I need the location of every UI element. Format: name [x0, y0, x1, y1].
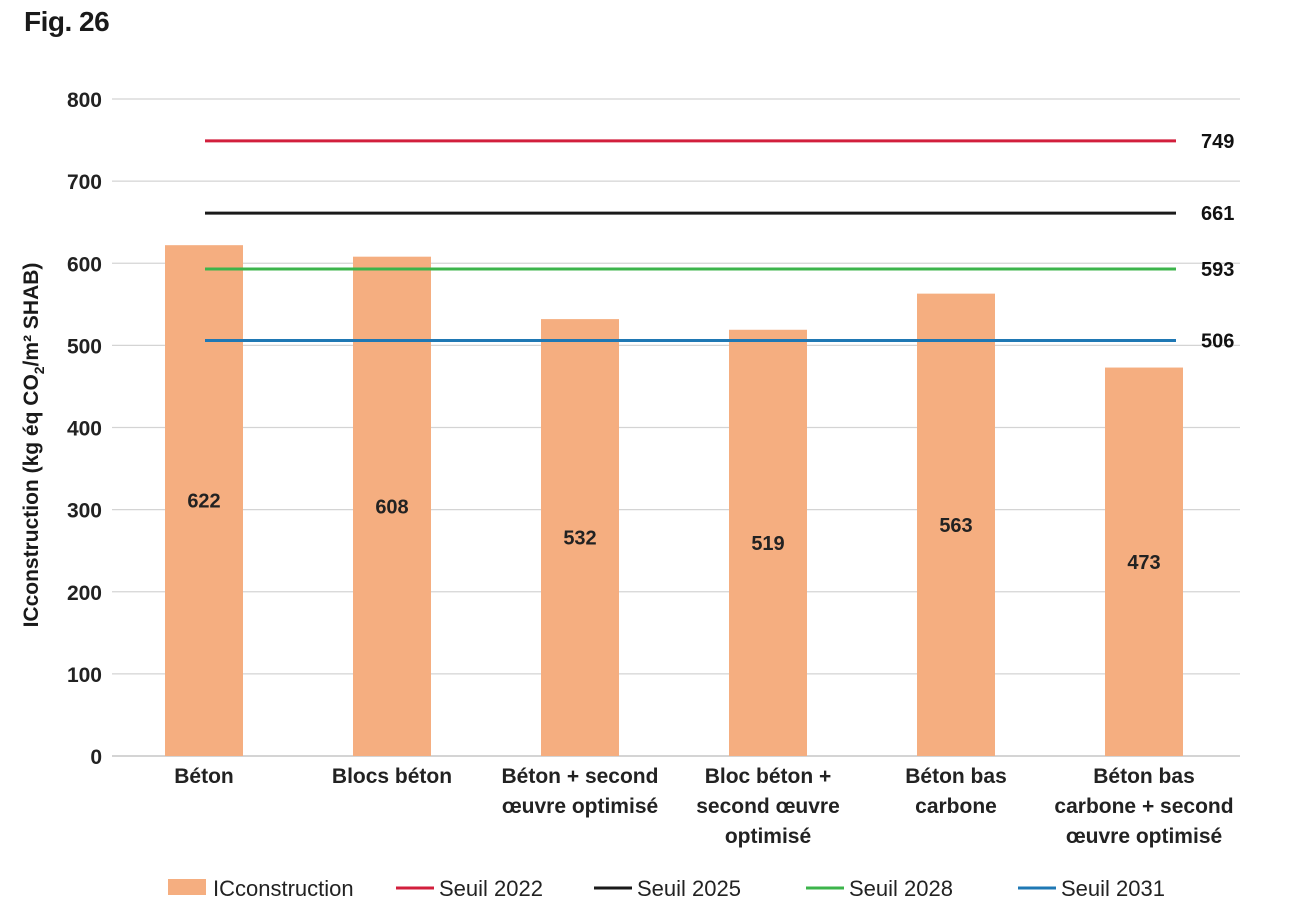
bar-value-label: 622 [187, 491, 220, 513]
bar [541, 319, 619, 756]
y-axis-label-tail: /m² SHAB) [20, 263, 43, 367]
y-tick-label: 300 [67, 500, 102, 523]
x-category-label: œuvre optimisé [502, 795, 658, 818]
bar-value-label: 519 [751, 533, 784, 555]
x-category-label: optimisé [725, 825, 811, 848]
threshold-value-label: 749 [1201, 131, 1234, 153]
threshold-lines [205, 139, 1176, 342]
x-category-label: Béton bas [1093, 765, 1195, 788]
x-category-label: carbone + second [1054, 795, 1233, 818]
y-tick-label: 0 [90, 746, 102, 769]
x-category-label: Béton bas [905, 765, 1007, 788]
bar-value-labels: 622 608 532 519 563 473 [187, 491, 1160, 574]
bar [729, 329, 807, 756]
legend-label: Seuil 2031 [1061, 876, 1165, 901]
y-axis-label-main: ICconstruction (kg éq CO [20, 374, 43, 627]
bar [165, 245, 243, 756]
x-category-label: second œuvre [696, 795, 840, 818]
y-tick-label: 500 [67, 335, 102, 358]
y-tick-label: 200 [67, 582, 102, 605]
threshold-value-label: 506 [1201, 330, 1234, 352]
threshold-value-label: 593 [1201, 259, 1234, 281]
x-category-label: carbone [915, 795, 997, 818]
legend-label: Seuil 2028 [849, 876, 953, 901]
y-tick-label: 100 [67, 664, 102, 687]
bar-value-label: 608 [375, 496, 408, 518]
bars [165, 245, 1183, 756]
legend-label: Seuil 2025 [637, 876, 741, 901]
bar-value-label: 473 [1127, 552, 1160, 574]
x-category-label: Béton [174, 765, 234, 788]
x-axis-categories: Béton Blocs béton Béton + second œuvre opti… [174, 765, 1233, 848]
threshold-value-label: 661 [1201, 203, 1234, 225]
legend-swatch-bar [168, 879, 206, 895]
figure-label: Fig. 26 [24, 6, 110, 37]
bar [1105, 367, 1183, 756]
threshold-labels: 749 661 593 506 [1201, 131, 1234, 353]
y-tick-label: 700 [67, 171, 102, 194]
legend-label: ICconstruction [213, 876, 354, 901]
y-tick-label: 600 [67, 253, 102, 276]
bar-value-label: 563 [939, 515, 972, 537]
y-tick-label: 800 [67, 89, 102, 112]
bar [917, 293, 995, 756]
x-category-label: Bloc béton + [705, 765, 832, 788]
x-category-label: Béton + second [502, 765, 659, 788]
grid-lines [112, 98, 1240, 757]
y-axis-label-subscript: 2 [31, 366, 47, 374]
x-category-label: Blocs béton [332, 765, 452, 788]
y-axis-ticks: 0 100 200 300 400 500 600 700 800 [67, 89, 102, 769]
y-tick-label: 400 [67, 418, 102, 441]
y-axis-label: ICconstruction (kg éq CO2/m² SHAB) [20, 263, 47, 628]
x-category-label: œuvre optimisé [1066, 825, 1222, 848]
legend: ICconstruction Seuil 2022 Seuil 2025 Seuil … [168, 876, 1165, 901]
bar-value-label: 532 [563, 528, 596, 550]
legend-label: Seuil 2022 [439, 876, 543, 901]
